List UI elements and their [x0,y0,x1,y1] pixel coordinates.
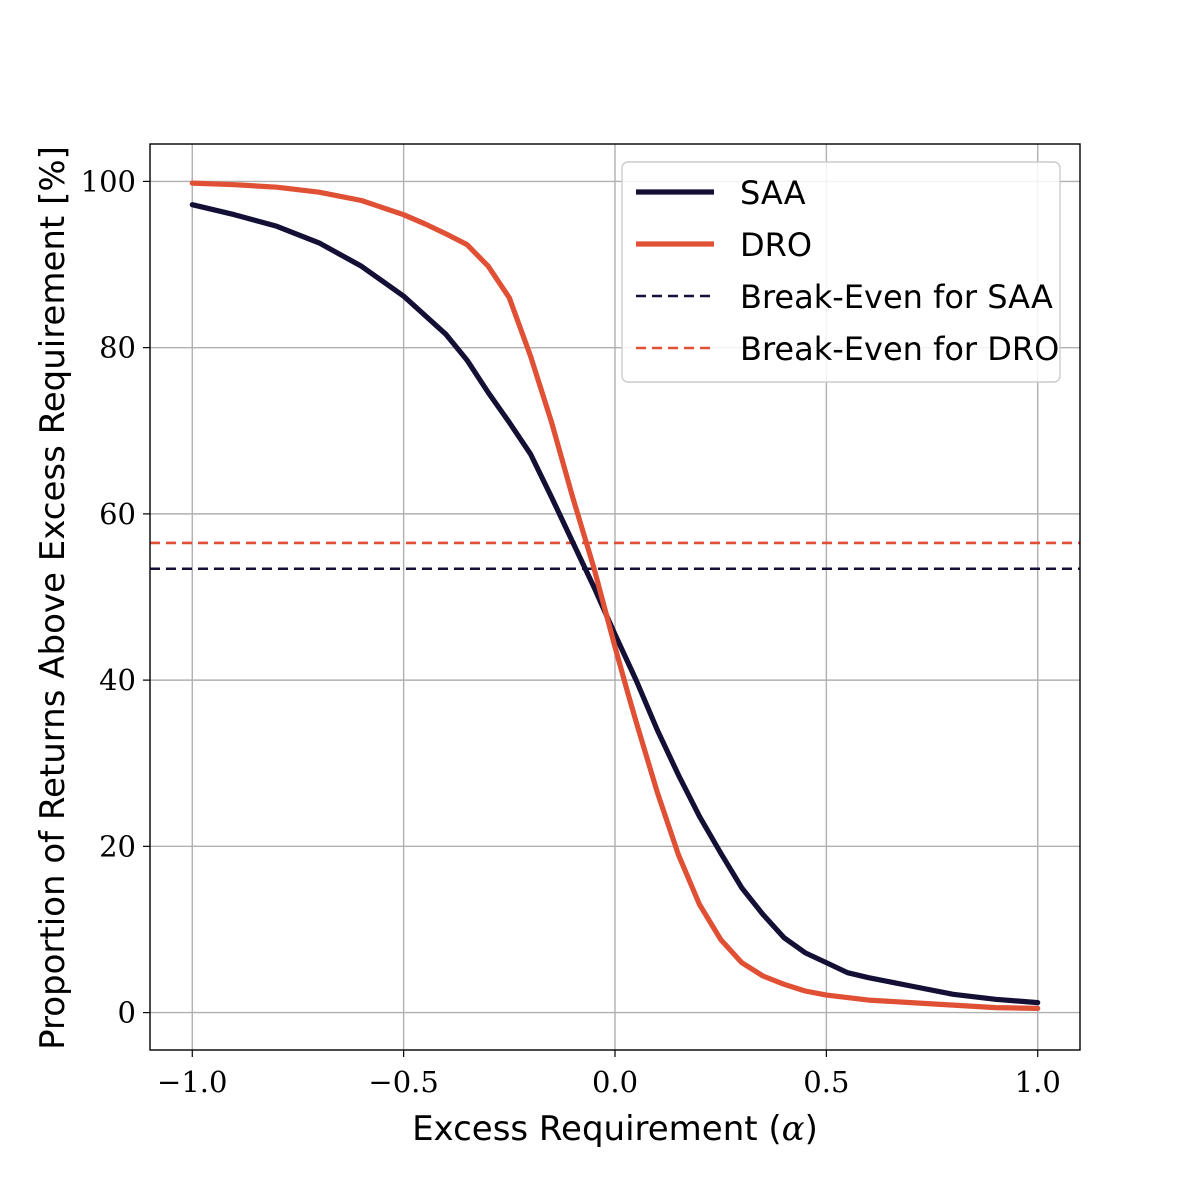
y-axis-label: Proportion of Returns Above Excess Requi… [33,146,73,1050]
series-lines [189,180,1041,1012]
y-tick-label: 20 [99,829,136,863]
break-even-lines [150,541,1080,571]
y-tick-label: 0 [118,996,136,1030]
y-tick-label: 40 [99,663,136,697]
x-tick-label: 1.0 [1015,1065,1061,1099]
y-tick-label: 60 [99,497,136,531]
legend-label-break-even-for-saa: Break-Even for SAA [740,278,1053,316]
legend-label-saa: SAA [740,174,806,212]
x-axis-label-text: Excess Requirement ( [412,1109,782,1149]
y-tick-label: 100 [81,164,136,198]
x-tick-label: −0.5 [368,1065,438,1099]
legend-label-dro: DRO [740,226,812,264]
series-line-dro [189,180,1041,1012]
x-axis-label-close: ) [805,1109,818,1149]
x-tick-label: −1.0 [157,1065,227,1099]
x-tick-label: 0.0 [592,1065,638,1099]
x-axis-label-symbol: α [782,1109,805,1149]
legend: SAA DRO Break-Even for SAA Break-Even for D… [621,161,1061,383]
series-line-saa [189,202,1041,1006]
axis-ticks: −1.0 −0.5 0.0 0.5 1.0 0 20 40 60 80 100 [81,164,1061,1099]
x-axis-label: Excess Requirement (α) [412,1109,818,1149]
legend-box [621,161,1061,383]
x-tick-label: 0.5 [803,1065,849,1099]
legend-label-break-even-for-dro: Break-Even for DRO [740,330,1059,368]
y-tick-label: 80 [99,331,136,365]
